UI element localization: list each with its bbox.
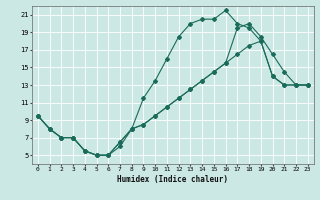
X-axis label: Humidex (Indice chaleur): Humidex (Indice chaleur): [117, 175, 228, 184]
